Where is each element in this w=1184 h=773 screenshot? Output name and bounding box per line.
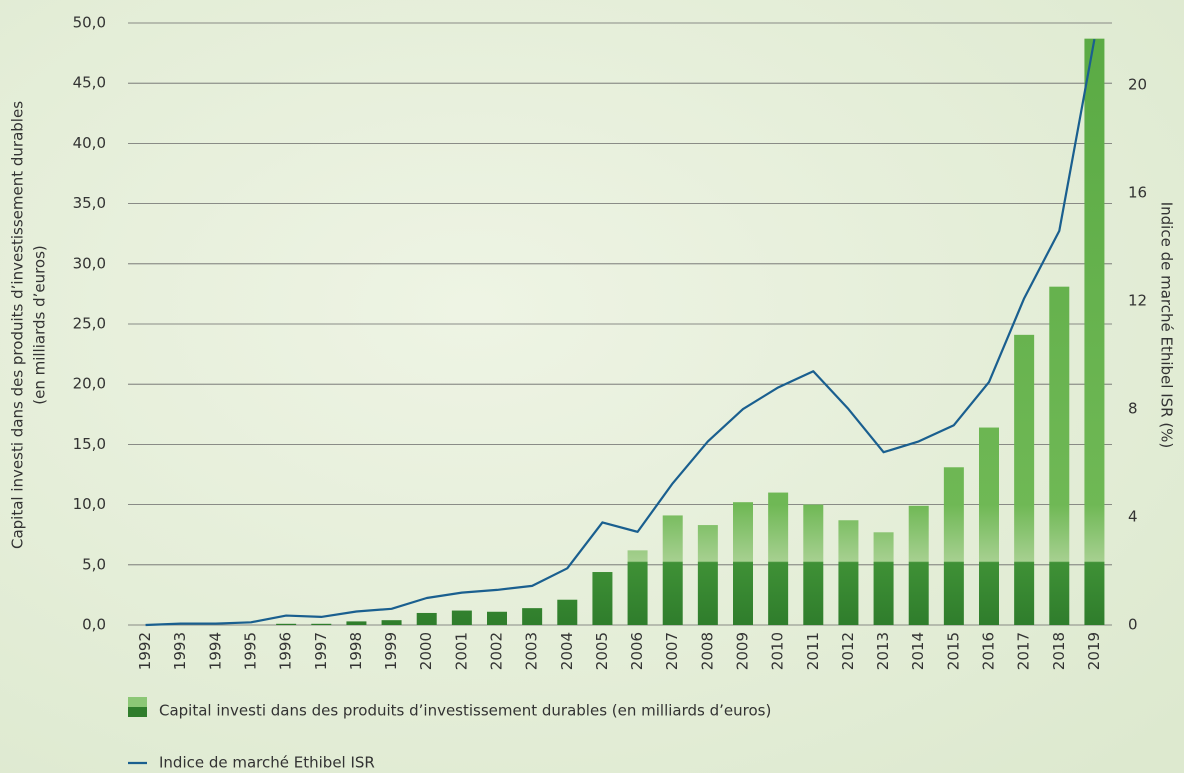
line [145,38,1096,627]
bar [697,525,718,625]
y-tick-label: 25,0 [73,315,106,333]
x-tick-label: 2011 [804,632,822,670]
y-tick-label: 15,0 [73,435,106,453]
bar [1014,334,1035,625]
y-tick-label: 35,0 [73,194,106,212]
y2-tick-label: 12 [1128,292,1147,310]
y2-tick-label: 16 [1128,184,1147,202]
bar [838,520,859,625]
y-axis-title: Capital investi dans des produits d’inve… [9,101,27,549]
x-tick-label: 1994 [206,632,224,670]
y-tick-label: 50,0 [73,14,106,32]
bar [1049,286,1070,625]
legend-swatch [128,707,147,717]
y2-tick-label: 0 [1128,616,1138,634]
bar [592,572,613,625]
x-tick-label: 2012 [839,632,857,670]
x-tick-label: 2001 [452,632,470,670]
x-tick-label: 2014 [909,632,927,670]
x-tick-label: 2003 [523,632,541,670]
y2-tick-label: 4 [1128,508,1138,526]
x-tick-label: 2018 [1050,632,1068,670]
y-tick-label: 20,0 [73,375,106,393]
bar [1084,38,1105,626]
x-tick-label: 1997 [312,632,330,670]
bar [908,505,929,625]
bar [522,608,543,625]
x-tick-label: 2000 [417,632,435,670]
x-tick-label: 2019 [1085,632,1103,670]
y-tick-label: 5,0 [82,555,106,573]
y-axis-title: (en milliards d’euros) [31,245,49,405]
bar [451,610,472,625]
x-tick-label: 2010 [769,632,787,670]
bar [943,467,964,625]
x-tick-label: 2013 [874,632,892,670]
bar [487,611,507,625]
x-tick-label: 2007 [663,632,681,670]
bar [768,492,789,625]
x-tick-label: 1999 [382,632,400,670]
y-tick-label: 30,0 [73,254,106,272]
x-tick-label: 1995 [242,632,260,670]
y-tick-label: 40,0 [73,134,106,152]
y-tick-label: 0,0 [82,616,106,634]
bar [627,550,648,625]
x-tick-label: 1992 [136,632,154,670]
bar [662,515,683,625]
bar [276,623,297,625]
bar [557,599,578,625]
y2-axis-title: Indice de marché Ethibel ISR (%) [1158,202,1176,449]
y2-tick-label: 8 [1128,400,1138,418]
bar [873,532,894,625]
x-tick-label: 2015 [944,632,962,670]
bar [803,504,824,625]
bar [979,427,999,625]
x-tick-label: 2009 [734,632,752,670]
bar [381,620,402,625]
bar [311,623,332,625]
x-tick-label: 2016 [980,632,998,670]
x-tick-label: 2005 [593,632,611,670]
legend-label: Indice de marché Ethibel ISR [159,754,375,772]
x-tick-label: 2004 [558,632,576,670]
x-tick-label: 1998 [347,632,365,670]
y-tick-label: 45,0 [73,74,106,92]
bar [346,621,367,625]
bar [733,502,753,625]
legend-label: Capital investi dans des produits d’inve… [159,702,771,720]
x-tick-label: 1993 [171,632,189,670]
y-tick-label: 10,0 [73,495,106,513]
y2-tick-label: 20 [1128,76,1147,94]
bar [416,612,437,625]
x-tick-label: 1996 [277,632,295,670]
legend-swatch [128,697,147,707]
x-tick-label: 2017 [1015,632,1033,670]
x-tick-label: 2008 [698,632,716,670]
x-tick-label: 2006 [628,632,646,670]
x-tick-label: 2002 [488,632,506,670]
